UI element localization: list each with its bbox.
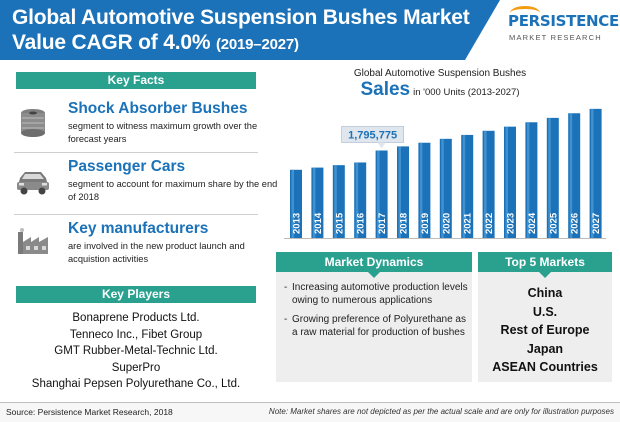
tick-label-2014: 2014 <box>313 212 324 234</box>
bar-highlight-2017 <box>377 150 380 238</box>
key-player: GMT Rubber-Metal-Technic Ltd. <box>54 345 218 358</box>
divider <box>14 152 258 153</box>
page-title: Global Automotive Suspension Bushes Mark… <box>12 6 470 29</box>
tick-label-2019: 2019 <box>420 213 431 234</box>
annotation-pointer <box>377 142 386 149</box>
tick-label-2023: 2023 <box>506 213 517 234</box>
bar-highlight-2027 <box>591 108 594 238</box>
fact-title: Passenger Cars <box>68 158 186 175</box>
sales-bar-chart: 2013 2014 2015 2016 2017 1,795,775 2018 2019 202… <box>284 108 606 239</box>
source-text: Source: Persistence Market Research, 201… <box>6 407 173 417</box>
header: Global Automotive Suspension Bushes Mark… <box>0 0 620 60</box>
market-dynamics-heading: Market Dynamics <box>276 252 472 278</box>
fact-shock-absorber: Shock Absorber Bushes segment to witness… <box>14 100 270 150</box>
key-player: Shanghai Pepsen Polyurethane Co., Ltd. <box>31 378 241 391</box>
shock-absorber-icon <box>21 109 45 137</box>
footer: Source: Persistence Market Research, 201… <box>0 402 620 422</box>
tick-label-2022: 2022 <box>484 213 495 234</box>
cagr-years: (2019–2027) <box>215 36 299 53</box>
tick-label-2013: 2013 <box>292 213 303 234</box>
persistence-logo: PERSISTENCE MARKET RESEARCH <box>508 6 619 52</box>
key-players-list: Bonaprene Products Ltd. Tenneco Inc., Fi… <box>16 310 256 393</box>
bar-highlight-2023 <box>505 126 508 238</box>
bar-highlight-2020 <box>441 138 444 238</box>
bar-highlight-2021 <box>462 134 466 238</box>
cagr-text: Value CAGR of 4.0% <box>12 31 211 54</box>
logo-word: PERSISTENCE <box>508 12 619 30</box>
fact-text: segment to account for maximum share by … <box>68 179 278 202</box>
title-band <box>0 0 500 60</box>
page-subtitle: Value CAGR of 4.0% (2019–2027) <box>12 31 299 55</box>
tick-label-2015: 2015 <box>334 212 345 234</box>
tick-label-2027: 2027 <box>591 213 602 234</box>
fact-text: segment to witness maximum growth over t… <box>68 121 258 144</box>
tick-label-2018: 2018 <box>399 213 410 234</box>
key-facts-heading: Key Facts <box>16 72 256 89</box>
fact-key-manufacturers: Key manufacturers are involved in the ne… <box>14 220 270 270</box>
market-dynamics-list: Increasing automotive production levels … <box>284 282 468 346</box>
tick-label-2017: 2017 <box>377 213 388 234</box>
data-label-2017: 1,795,775 <box>348 129 397 141</box>
bar-highlight-2022 <box>484 130 487 238</box>
key-player: Bonaprene Products Ltd. <box>72 312 200 324</box>
key-player: Tenneco Inc., Fibet Group <box>69 328 203 341</box>
tick-label-2021: 2021 <box>463 212 474 234</box>
bar-highlight-2026 <box>569 113 573 238</box>
top-markets-panel: Top 5 Markets China U.S. Rest of Europe … <box>478 252 612 382</box>
note-text: Note: Market shares are not depicted as … <box>268 407 614 416</box>
divider <box>14 214 258 215</box>
list-item: Increasing automotive production levels … <box>284 282 468 307</box>
chart-subtitle-big: Sales <box>360 79 411 100</box>
chart-title: Global Automotive Suspension Bushes <box>353 68 527 79</box>
bar-highlight-2016 <box>355 162 359 238</box>
fact-passenger-cars: Passenger Cars segment to account for ma… <box>14 158 277 208</box>
tick-label-2026: 2026 <box>570 213 581 234</box>
list-item: ASEAN Countries <box>492 360 598 374</box>
logo-sub: MARKET RESEARCH <box>509 33 602 42</box>
bar-highlight-2018 <box>398 146 401 238</box>
list-item: Japan <box>526 341 564 356</box>
bar-highlight-2015 <box>334 165 337 238</box>
market-dynamics-panel: Market Dynamics Increasing automotive pr… <box>276 252 472 382</box>
top-markets-heading: Top 5 Markets <box>478 252 612 278</box>
factory-icon <box>18 228 48 254</box>
list-item: Growing preference of Polyurethane as a … <box>284 314 468 339</box>
bar-highlight-2014 <box>312 167 316 238</box>
top-markets-list: China U.S. Rest of Europe Japan ASEAN Co… <box>478 284 612 377</box>
tick-label-2020: 2020 <box>441 213 452 234</box>
list-item: U.S. <box>532 304 558 319</box>
annotation-box <box>341 126 404 143</box>
bar-highlight-2025 <box>548 117 551 238</box>
key-players-heading: Key Players <box>16 286 256 303</box>
key-player: SuperPro <box>111 361 161 374</box>
tick-label-2024: 2024 <box>527 212 538 234</box>
car-icon <box>17 172 49 195</box>
tick-label-2025: 2025 <box>548 212 559 234</box>
bar-highlight-2024 <box>526 122 530 238</box>
fact-title: Shock Absorber Bushes <box>68 100 248 117</box>
fact-text: are involved in the new product launch a… <box>68 241 245 264</box>
fact-title: Key manufacturers <box>68 220 209 237</box>
chart-subtitle: Sales in '000 Units (2013-2027) <box>280 79 600 101</box>
list-item: Rest of Europe <box>500 323 590 337</box>
list-item: China <box>527 286 563 300</box>
tick-label-2016: 2016 <box>356 213 367 234</box>
chart-subtitle-units: in '000 Units (2013-2027) <box>413 87 520 98</box>
bar-highlight-2019 <box>419 142 423 238</box>
logo-swoosh-icon <box>510 6 540 20</box>
bar-highlight-2013 <box>291 169 294 238</box>
